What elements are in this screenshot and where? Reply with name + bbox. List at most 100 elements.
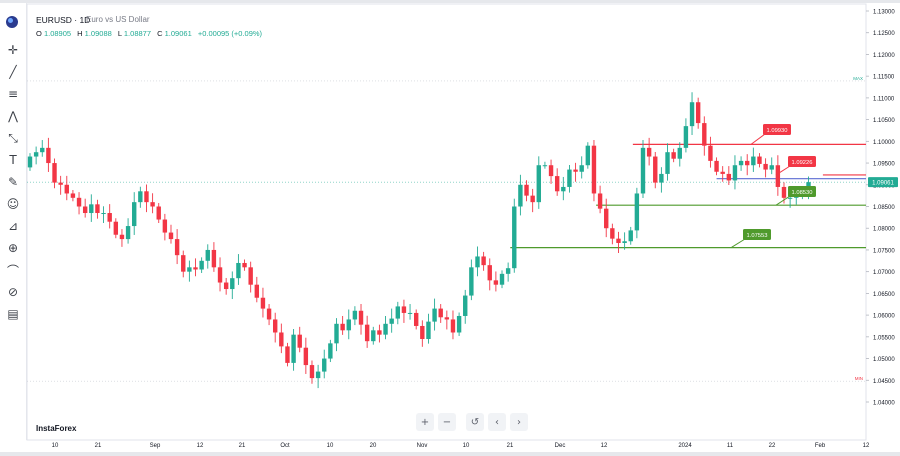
ohlc-change-value: +0.00095 (+0.09%): [197, 29, 263, 38]
candle-body: [315, 371, 321, 379]
candle-body: [628, 230, 633, 242]
trend-line-tool-icon[interactable]: ╱: [9, 65, 17, 79]
candle-body: [702, 123, 707, 146]
candle-body: [456, 315, 462, 333]
window-frame-bottom: [0, 452, 900, 456]
time-tick-label: 10: [52, 443, 59, 449]
brush-tool-icon[interactable]: ✎: [7, 175, 19, 189]
ohlc-legend: O 1.08905 H 1.09088 L 1.08877 C 1.09061 …: [36, 29, 262, 38]
max-label: MAX: [853, 76, 863, 81]
projection-tool-icon[interactable]: ⤡: [8, 130, 18, 145]
candle-body: [646, 147, 652, 157]
price-tick-label: 1.06500: [873, 292, 895, 298]
brand-logo-icon: [6, 16, 18, 28]
candle-body: [420, 325, 425, 340]
reset-chart-button[interactable]: ↺: [466, 413, 484, 431]
zoom-in-button[interactable]: +: [416, 413, 434, 431]
candle-body: [89, 204, 94, 214]
price-tick-label: 1.11500: [873, 75, 895, 81]
time-tick-label: Oct: [280, 443, 290, 449]
symbol-title: EURUSD · 1D: [36, 15, 91, 25]
candle-body: [695, 102, 701, 124]
scroll-right-button[interactable]: ›: [510, 413, 528, 431]
scroll-left-button[interactable]: ‹: [488, 413, 506, 431]
candle-body: [181, 255, 186, 272]
brand-watermark: InstaForex: [36, 424, 77, 433]
time-tick-label: 12: [601, 443, 608, 449]
ohlc-open-value: 1.08905: [43, 29, 72, 38]
candle-body: [499, 273, 505, 285]
time-tick-label: 10: [327, 443, 334, 449]
fib-tool-icon[interactable]: ≡: [7, 87, 19, 101]
price-tick-label: 1.11000: [873, 96, 895, 102]
candle-body: [536, 165, 541, 203]
candle-body: [653, 156, 658, 183]
time-tick-label: 11: [727, 443, 734, 449]
trash-tool-icon[interactable]: ▤: [7, 307, 19, 321]
candle-body: [622, 241, 627, 243]
candle-body: [775, 165, 781, 187]
price-tick-label: 1.04500: [873, 379, 895, 385]
patterns-tool-icon[interactable]: ⋀: [8, 109, 18, 123]
candle-body: [757, 156, 762, 164]
candle-body: [211, 249, 217, 268]
time-tick-label: 10: [463, 443, 470, 449]
zoom-tool-icon[interactable]: ⊕: [7, 241, 19, 255]
candle-body: [487, 265, 492, 281]
candle-body: [377, 330, 382, 335]
candle-body: [113, 221, 119, 235]
emoji-tool-icon[interactable]: ☺: [6, 197, 20, 211]
candle-body: [46, 147, 51, 164]
candle-body: [279, 332, 284, 347]
candle-body: [254, 284, 260, 298]
candle-body: [726, 173, 732, 181]
candle-body: [168, 232, 174, 240]
candle-body: [205, 249, 210, 261]
time-tick-label: 22: [769, 443, 776, 449]
time-tick-label: 12: [197, 443, 204, 449]
level-label-connector: [775, 195, 791, 206]
ohlc-low-key: L: [117, 29, 122, 38]
candle-body: [309, 365, 315, 379]
candle-body: [708, 145, 713, 161]
candle-body: [33, 152, 39, 157]
candle-body: [659, 173, 664, 183]
candle-body: [738, 160, 744, 166]
candle-body: [591, 145, 597, 194]
candle-body: [745, 160, 750, 166]
price-tick-label: 1.08500: [873, 205, 895, 211]
candle-body: [561, 186, 566, 192]
price-tick-label: 1.07000: [873, 270, 895, 276]
crosshair-tool-icon[interactable]: ✛: [7, 43, 19, 57]
candle-body: [407, 312, 413, 314]
candle-body: [604, 208, 609, 229]
candle-body: [27, 156, 33, 168]
text-tool-icon[interactable]: T: [9, 153, 17, 167]
ohlc-close-value: 1.09061: [164, 29, 192, 38]
candle-body: [82, 206, 88, 214]
price-tick-label: 1.05500: [873, 335, 895, 341]
candle-body: [273, 319, 278, 333]
time-tick-label: Feb: [815, 443, 826, 449]
measure-tool-icon[interactable]: ⊿: [7, 219, 19, 233]
level-label-connector: [775, 165, 791, 176]
candle-body: [677, 147, 682, 159]
candle-body: [671, 152, 676, 159]
ohlc-low-value: 1.08877: [123, 29, 152, 38]
candle-body: [150, 202, 155, 207]
symbol-description: Euro vs US Dollar: [86, 15, 150, 24]
time-tick-label: 12: [863, 443, 870, 449]
candle-body: [303, 347, 309, 366]
zoom-out-button[interactable]: −: [438, 413, 456, 431]
time-tick-label: Dec: [555, 443, 566, 449]
magnet-tool-icon[interactable]: ⌒: [6, 263, 19, 278]
price-tick-label: 1.08000: [873, 227, 895, 233]
time-tick-label: Nov: [417, 443, 428, 449]
level-label-box: [788, 186, 816, 197]
price-tick-label: 1.07500: [873, 248, 895, 254]
level-label-text: 1.08530: [792, 190, 813, 196]
level-label-connector: [730, 238, 746, 249]
lock-tool-icon[interactable]: ⊘: [7, 285, 19, 299]
